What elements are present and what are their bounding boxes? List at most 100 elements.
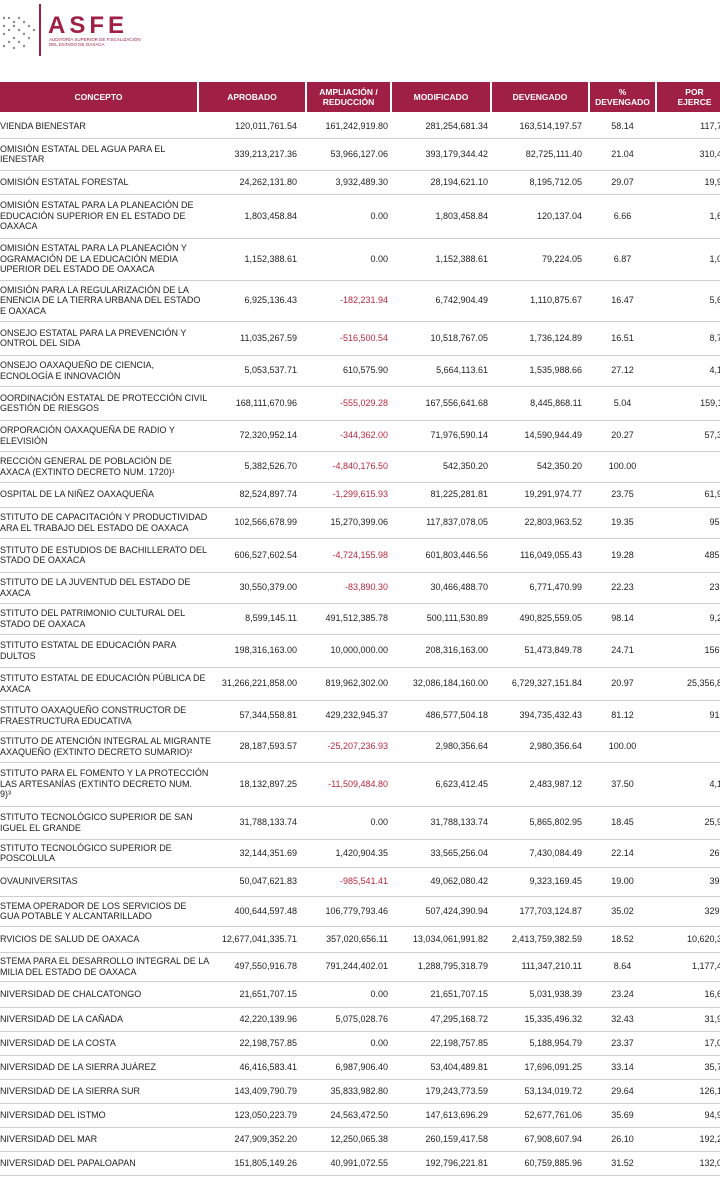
value: 35,708 — [704, 1061, 720, 1072]
column-header-line: % — [618, 87, 627, 97]
value-cell: 111,347,210.11 — [492, 952, 582, 981]
value-cell: 67,908,607.94 — [492, 1127, 582, 1151]
value-cell: 120,011,761.54 — [199, 114, 297, 138]
value: 606,527,602.54 — [234, 549, 297, 560]
value-cell: 60,759,885.96 — [492, 1151, 582, 1175]
value-cell: 4,139 — [657, 762, 720, 806]
value-cell: 7,430,084.49 — [492, 839, 582, 867]
value: 6,742,904.49 — [435, 295, 488, 306]
value-cell: 15,335,496.32 — [492, 1007, 582, 1031]
value: 260,159,417.58 — [425, 1133, 488, 1144]
concept-cell: RECCIÓN GENERAL DE POBLACIÓN DE AXACA (EX… — [0, 451, 193, 482]
value: 47,295,168.72 — [430, 1013, 488, 1024]
value-cell: 81,225,281.81 — [392, 482, 488, 507]
concept-line: ARA EL TRABAJO DEL ESTADO DE OAXACA — [0, 522, 189, 533]
value: 32.43 — [611, 1013, 634, 1024]
value-cell: 19,998 — [657, 170, 720, 194]
value-cell: 20.97 — [590, 667, 655, 700]
value: 485,75 — [704, 549, 720, 560]
value: 15,270,399.06 — [330, 517, 388, 528]
value: 57,385 — [704, 430, 720, 441]
value-cell: 2,980,356.64 — [392, 731, 488, 762]
concept-cell: STITUTO DEL PATRIMONIO CULTURAL DEL STADO… — [0, 603, 193, 634]
value-cell: 400,644,597.48 — [199, 896, 297, 926]
value: 12,677,041,335.71 — [221, 933, 297, 944]
row-separator — [0, 507, 720, 508]
value-cell: 72,320,952.14 — [199, 420, 297, 451]
value-cell: 168,111,670.96 — [199, 386, 297, 420]
value: 1,177,448 — [691, 961, 720, 972]
value: 147,613,696.29 — [425, 1109, 488, 1120]
value-cell: 247,909,352.20 — [199, 1127, 297, 1151]
value: 198,316,163.00 — [234, 645, 297, 656]
value: 6.66 — [613, 210, 632, 221]
value-cell: 8.64 — [590, 952, 655, 981]
column-header: AMPLIACIÓN / REDUCCIÓN — [307, 82, 390, 112]
value-cell: 22.23 — [590, 572, 655, 603]
logo-subtitle-line: AUDITORÍA SUPERIOR DE FISCALIZACIÓN — [49, 37, 141, 42]
value-cell: 10,620,302 — [657, 926, 720, 952]
logo-text: ASFE — [48, 12, 129, 39]
value: 1,420,904.35 — [335, 847, 388, 858]
concept-line: EDUCACIÓN SUPERIOR EN EL ESTADO DE — [0, 210, 186, 221]
value: 79,224.05 — [541, 253, 582, 264]
column-header-line: EJERCE — [677, 97, 712, 107]
value: 61,933 — [704, 489, 720, 500]
value: 0.00 — [370, 988, 388, 999]
concept-line: STITUTO OAXAQUEÑO CONSTRUCTOR DE — [0, 705, 187, 715]
concept-cell: STITUTO TECNOLÓGICO SUPERIOR DE SAN IGUEL… — [0, 806, 193, 839]
value-cell: 5,188,954.79 — [492, 1031, 582, 1055]
value: 17,009 — [704, 1037, 720, 1048]
value-cell: 24,262,131.80 — [199, 170, 297, 194]
value: 5,632 — [709, 295, 720, 306]
value: 19.28 — [611, 549, 634, 560]
value: 192,250 — [699, 1133, 720, 1144]
value-cell: 21,651,707.15 — [199, 981, 297, 1007]
concept-cell: NIVERSIDAD DE LA SIERRA SUR — [0, 1079, 193, 1103]
row-separator — [0, 1031, 720, 1032]
value: 123,050,223.79 — [234, 1109, 297, 1120]
value: 94,935 — [704, 1109, 720, 1120]
value: 117,837,078.05 — [426, 517, 488, 528]
value-cell: 486,577,504.18 — [392, 700, 488, 731]
value: 18.45 — [611, 817, 634, 828]
value-cell: 9,285 — [657, 603, 720, 634]
concept-line: NIVERSIDAD DEL PAPALOAPAN — [0, 1157, 136, 1168]
value-cell: 0.00 — [307, 238, 388, 280]
value: 6,623,412.45 — [435, 778, 488, 789]
value: 819,962,302.00 — [325, 678, 388, 689]
value-cell: 15,270,399.06 — [307, 507, 388, 538]
value: -11,509,484.80 — [328, 778, 388, 789]
logo-subtitle: AUDITORÍA SUPERIOR DE FISCALIZACIÓN DEL … — [49, 37, 141, 47]
value-cell: 610,575.90 — [307, 355, 388, 386]
concept-line: ONTROL DEL SIDA — [0, 338, 81, 348]
value: 208,316,163.00 — [425, 645, 488, 656]
row-separator — [0, 603, 720, 604]
concept-cell: OVAUNIVERSITAS — [0, 867, 193, 896]
value-cell: 542,350.20 — [492, 451, 582, 482]
value-cell: 31.52 — [590, 1151, 655, 1175]
value: 26.10 — [611, 1133, 634, 1144]
value: 5,053,537.71 — [244, 365, 297, 376]
value: 177,703,124.87 — [519, 905, 582, 916]
value-cell: 310,454 — [657, 138, 720, 170]
value: 21,651,707.15 — [239, 988, 297, 999]
value-cell: 24,563,472.50 — [307, 1103, 388, 1127]
value-cell: 117,740 — [657, 114, 720, 138]
value: 5,664,113.61 — [436, 365, 488, 376]
value-cell: 2,980,356.64 — [492, 731, 582, 762]
value: 9,285 — [709, 613, 720, 624]
value: 5,075,028.76 — [335, 1013, 388, 1024]
value-cell: 1,177,448 — [657, 952, 720, 981]
value-cell: 606,527,602.54 — [199, 538, 297, 572]
value-cell: 16.51 — [590, 321, 655, 355]
value-cell: 485,75 — [657, 538, 720, 572]
value-cell: 1,110,875.67 — [492, 280, 582, 321]
concept-line: 9)³ — [0, 789, 11, 800]
value-cell: 22,198,757.85 — [392, 1031, 488, 1055]
value: 8,195,712.05 — [529, 176, 582, 187]
value-cell: 10,000,000.00 — [307, 634, 388, 667]
value: 53,404,489.81 — [430, 1061, 488, 1072]
value: 393,179,344.42 — [425, 148, 488, 159]
value: 1,683 — [709, 210, 720, 221]
